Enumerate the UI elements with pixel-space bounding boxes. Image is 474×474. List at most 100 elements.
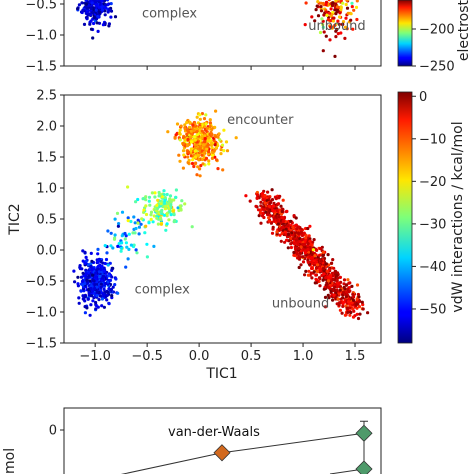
top-scatter-point-complex — [95, 21, 99, 25]
scatter-point-unbound-line — [358, 312, 362, 316]
scatter-point-unbound-line — [292, 237, 296, 241]
scatter-point-intermediate — [167, 206, 171, 211]
scatter-point-encounter — [224, 140, 229, 144]
scatter-point-intermediate — [162, 193, 166, 197]
scatter-point-intermediate — [144, 204, 148, 208]
scatter-point-complex — [90, 294, 94, 298]
scatter-point-unbound-line — [350, 284, 354, 288]
top-scatter-point-unbound — [344, 16, 348, 20]
top-scatter-point-unbound — [328, 38, 332, 42]
scatter-point-unbound-line — [308, 224, 312, 228]
scatter-point-complex — [94, 271, 98, 275]
scatter-point-encounter — [189, 154, 193, 158]
top-scatter-point-unbound — [341, 1, 345, 5]
scatter-point-intermediate — [144, 224, 148, 228]
scatter-point-unbound-line — [349, 310, 353, 315]
scatter-point-complex — [83, 261, 87, 265]
scatter-point-unbound-line — [278, 233, 282, 237]
scatter-point-encounter — [203, 140, 207, 144]
scatter-point-unbound-line — [309, 242, 313, 246]
scatter-point-unbound-line — [355, 297, 359, 301]
scatter-point-intermediate — [136, 197, 140, 202]
y-tick-label: 1.0 — [36, 182, 57, 197]
scatter-point-encounter — [225, 149, 230, 153]
scatter-point-unbound-line — [315, 260, 319, 264]
scatter-point-unbound-line — [322, 287, 326, 291]
top-scatter-point-unbound — [334, 0, 338, 3]
scatter-point-unbound-line — [326, 293, 330, 297]
scatter-point-unbound-line — [254, 204, 258, 208]
scatter-point-unbound-line — [337, 282, 341, 286]
scatter-point-encounter — [207, 136, 211, 140]
scatter-point-intermediate — [157, 194, 161, 198]
scatter-point-encounter — [213, 155, 217, 159]
scatter-point-unbound-line — [357, 295, 361, 299]
top-scatter-point-unbound — [352, 8, 356, 12]
scatter-point-complex — [87, 293, 91, 297]
scatter-point-encounter — [196, 165, 200, 169]
scatter-point-encounter — [208, 124, 212, 129]
scatter-point-bridge-1 — [126, 257, 130, 261]
scatter-point-encounter — [222, 149, 226, 153]
x-tick-label: −1.0 — [79, 349, 111, 364]
scatter-point-intermediate — [160, 208, 164, 212]
scatter-point-unbound-line — [277, 227, 281, 232]
scatter-point-bridge-1 — [112, 237, 117, 241]
scatter-point-unbound-line — [345, 306, 349, 310]
scatter-point-intermediate — [163, 196, 167, 200]
scatter-point-unbound-line — [280, 216, 284, 220]
top-scatter-point-unbound — [337, 22, 341, 26]
top-scatter-point-unbound — [319, 9, 324, 13]
scatter-point-unbound-line — [289, 219, 293, 223]
scatter-point-complex — [106, 290, 110, 294]
scatter-point-bridge-1 — [136, 218, 140, 222]
scatter-point-unbound-line — [270, 198, 275, 202]
scatter-point-complex — [102, 269, 106, 273]
scatter-point-unbound-line — [341, 304, 345, 308]
top-scatter-point-unbound — [324, 34, 328, 38]
scatter-point-unbound-line — [303, 273, 307, 277]
scatter-point-complex — [98, 288, 103, 292]
top-scatter-point-complex — [82, 22, 87, 26]
scatter-point-unbound-line — [344, 295, 348, 299]
scatter-point-bridge-1 — [126, 216, 130, 220]
scatter-point-encounter — [186, 137, 190, 142]
top-scatter-point-unbound — [316, 14, 321, 18]
scatter-point-encounter — [198, 125, 202, 129]
annotation-encounter: encounter — [227, 113, 294, 128]
scatter-point-unbound-line — [306, 247, 310, 252]
scatter-point-complex — [104, 281, 108, 286]
colorbar-tick-label: −30 — [419, 217, 446, 232]
top-scatter-point-complex — [97, 5, 101, 9]
scatter-point-unbound-line — [314, 266, 319, 270]
scatter-point-unbound-line — [342, 285, 346, 289]
scatter-point-encounter — [202, 155, 206, 159]
top-scatter-point-unbound — [343, 25, 347, 29]
top-scatter-point-unbound — [351, 27, 355, 31]
top-scatter-point-unbound — [319, 1, 323, 5]
scatter-point-unbound-line — [276, 202, 281, 206]
top-colorbar-label: electrost — [456, 0, 472, 61]
scatter-point-intermediate — [169, 204, 173, 208]
top-scatter-point-unbound — [329, 7, 333, 11]
scatter-point-unbound-line — [330, 261, 334, 265]
top-colorbar-tick-label: −250 — [419, 60, 455, 75]
scatter-point-unbound-line — [304, 226, 308, 231]
scatter-point-intermediate — [165, 192, 169, 197]
scatter-point-intermediate — [180, 199, 184, 203]
scatter-point-encounter — [219, 148, 223, 152]
scatter-point-unbound-line — [269, 221, 273, 225]
scatter-point-complex — [102, 287, 106, 291]
scatter-point-unbound-line — [274, 214, 278, 218]
scatter-point-unbound-line — [307, 269, 311, 273]
middle-y-ticks: 2.5 2.0 1.5 1.0 0.5 0.0 −0.5 −1.0 −1.5 — [25, 89, 64, 352]
scatter-point-encounter — [185, 128, 189, 132]
scatter-point-encounter — [213, 143, 217, 147]
scatter-point-unbound-line — [259, 204, 263, 208]
x-tick-label: −0.5 — [131, 349, 163, 364]
scatter-point-unbound-line — [297, 265, 301, 270]
scatter-point-complex — [90, 267, 94, 272]
scatter-point-bridge-1 — [119, 246, 124, 250]
scatter-point-intermediate — [160, 195, 164, 199]
top-scatter-point-unbound — [324, 10, 328, 14]
